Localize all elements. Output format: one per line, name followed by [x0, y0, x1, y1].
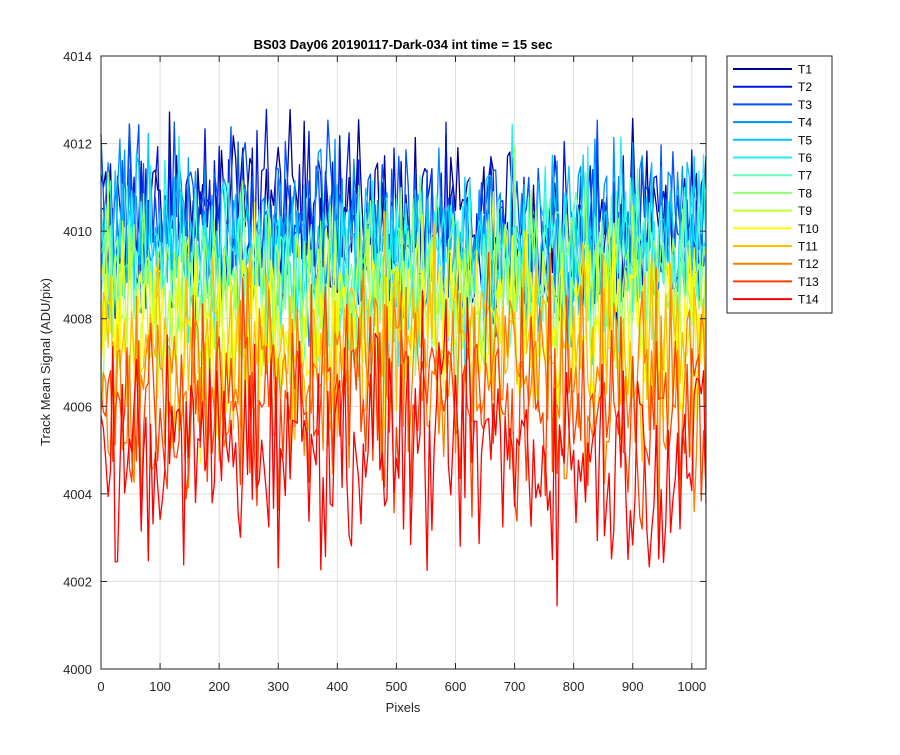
y-tick-label: 4002: [63, 574, 92, 589]
x-tick-label: 600: [445, 679, 467, 694]
series-line-t14: [100, 290, 707, 607]
legend-label-t10: T10: [798, 222, 819, 236]
x-tick-label: 100: [149, 679, 171, 694]
x-tick-label: 900: [622, 679, 644, 694]
y-tick-label: 4012: [63, 137, 92, 152]
x-tick-label: 800: [563, 679, 585, 694]
legend-label-t1: T1: [798, 63, 812, 77]
x-axis-label: Pixels: [386, 700, 421, 715]
legend: T1 T2 T3 T4 T5 T6 T7 T8 T9 T10 T11 T12 T13 T14: [726, 55, 833, 314]
series-line-t2: [100, 108, 707, 339]
x-tick-label: 1000: [677, 679, 706, 694]
legend-label-t6: T6: [798, 151, 812, 165]
x-tick-label: 300: [267, 679, 289, 694]
y-axis-label: Track Mean Signal (ADU/pix): [38, 278, 53, 446]
legend-label-t4: T4: [798, 116, 812, 130]
legend-label-t8: T8: [798, 186, 812, 200]
y-tick-label: 4008: [63, 312, 92, 327]
x-tick-label: 500: [386, 679, 408, 694]
y-tick-label: 4014: [63, 49, 92, 64]
x-tick-label: 0: [97, 679, 104, 694]
y-tick-label: 4004: [63, 487, 92, 502]
legend-label-t2: T2: [798, 80, 812, 94]
x-axis-ticks: 0 100 200 300 400 500 600 700 800 900 1000: [97, 56, 706, 694]
chart-title: BS03 Day06 20190117-Dark-034 int time = …: [254, 37, 553, 52]
y-axis-ticks: 4000 4002 4004 4006 4008 4010 4012 4014: [63, 49, 706, 677]
legend-label-t5: T5: [798, 133, 812, 147]
series-lines: [100, 108, 707, 607]
series-line-t13: [100, 251, 707, 530]
legend-label-t14: T14: [798, 293, 819, 307]
legend-label-t13: T13: [798, 275, 819, 289]
y-tick-label: 4006: [63, 399, 92, 414]
legend-box: [726, 55, 833, 314]
legend-label-t3: T3: [798, 98, 812, 112]
x-tick-label: 700: [504, 679, 526, 694]
y-tick-label: 4010: [63, 224, 92, 239]
x-tick-label: 400: [326, 679, 348, 694]
legend-label-t7: T7: [798, 169, 812, 183]
y-tick-label: 4000: [63, 662, 92, 677]
plot-frame: [100, 55, 707, 670]
legend-label-t9: T9: [798, 204, 812, 218]
legend-label-t12: T12: [798, 257, 819, 271]
legend-label-t11: T11: [798, 240, 818, 254]
x-tick-label: 200: [208, 679, 230, 694]
